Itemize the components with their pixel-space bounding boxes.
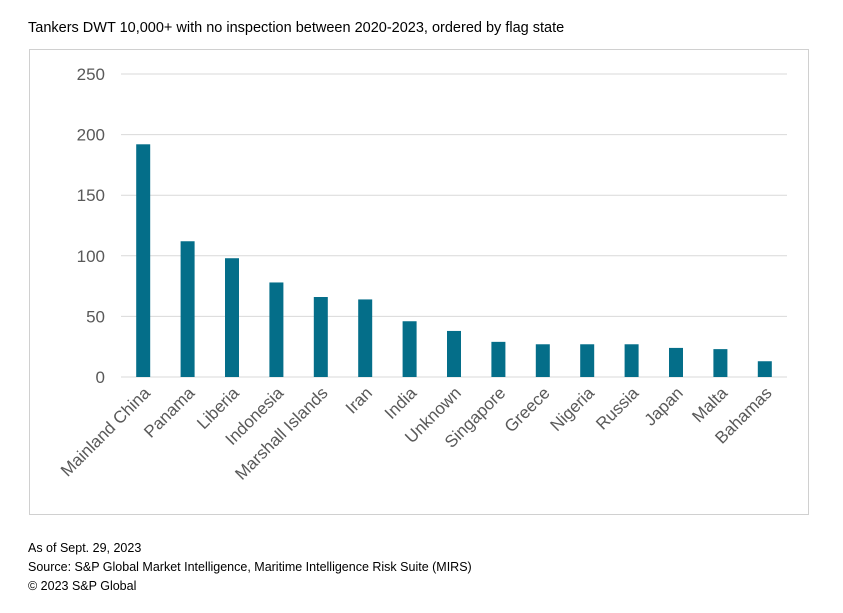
bar (580, 344, 595, 377)
bar (313, 297, 328, 377)
x-tick-label: India (381, 383, 421, 423)
bar (225, 258, 239, 377)
bar (669, 347, 683, 377)
bar (402, 321, 417, 377)
bars (136, 144, 772, 377)
chart-area: 0 50 100 150 200 250 Mainland China Panama Libe… (29, 49, 809, 515)
bar (180, 241, 195, 377)
y-tick-label: 50 (86, 307, 105, 326)
x-tick-label: Russia (592, 383, 643, 434)
bar (491, 341, 506, 377)
bar (358, 299, 373, 377)
bar-chart: 0 50 100 150 200 250 Mainland ChinaPanamaLibe… (57, 65, 787, 484)
as-of-note: As of Sept. 29, 2023 (28, 541, 142, 555)
x-tick-label: Nigeria (547, 383, 599, 435)
y-tick-label: 100 (77, 247, 105, 266)
chart-title: Tankers DWT 10,000+ with no inspection b… (28, 20, 565, 36)
bar (447, 330, 461, 377)
y-tick-label: 250 (77, 65, 105, 84)
bar (535, 344, 550, 377)
x-axis-labels: Mainland ChinaPanamaLiberiaIndonesiaMars… (57, 383, 776, 484)
source-note: Source: S&P Global Market Intelligence, … (28, 560, 472, 574)
y-tick-label: 200 (77, 126, 105, 145)
bar (136, 144, 151, 377)
y-tick-label: 150 (77, 186, 105, 205)
bar (269, 282, 284, 377)
copyright-note: © 2023 S&P Global (28, 579, 137, 593)
x-tick-label: Mainland China (57, 383, 154, 480)
x-tick-label: Greece (501, 383, 554, 436)
bar (757, 361, 772, 377)
y-axis-ticks: 0 50 100 150 200 250 (77, 65, 105, 387)
bar (624, 344, 639, 377)
bar (713, 349, 728, 377)
x-tick-label: Iran (342, 383, 376, 417)
chart-footer: As of Sept. 29, 2023 Source: S&P Global … (28, 539, 472, 596)
y-tick-label: 0 (96, 368, 105, 387)
x-tick-label: Japan (641, 383, 687, 429)
